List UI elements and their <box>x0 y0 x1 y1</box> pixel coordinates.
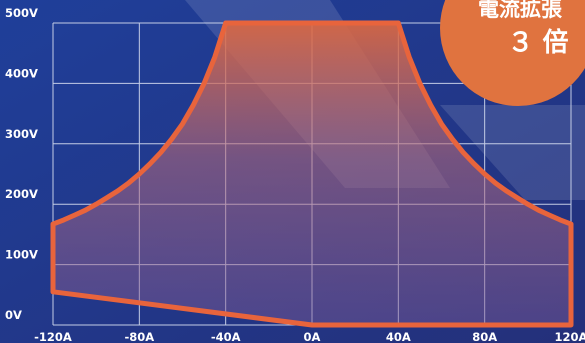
x-tick-label: -80A <box>124 330 154 343</box>
operating-region-outline <box>50 20 574 328</box>
y-tick-label: 400V <box>5 66 38 80</box>
y-axis-ticks: 0V 100V 200V 300V 400V 500V <box>5 6 38 322</box>
operating-region-fill <box>53 23 571 325</box>
y-tick-label: 500V <box>5 6 38 20</box>
plot-area <box>50 20 574 328</box>
y-tick-label: 100V <box>5 248 38 262</box>
x-tick-label: -120A <box>34 330 72 343</box>
x-tick-label: 40A <box>386 330 411 343</box>
light-streak <box>440 105 585 200</box>
y-tick-label: 200V <box>5 187 38 201</box>
y-tick-label: 0V <box>5 308 22 322</box>
y-tick-label: 300V <box>5 127 38 141</box>
badge-line1: 電流拡張 <box>478 0 563 21</box>
x-tick-label: 80A <box>472 330 497 343</box>
expansion-badge: 電流拡張 ３ 倍 <box>440 0 585 106</box>
x-tick-label: 0A <box>304 330 321 343</box>
x-tick-label: -40A <box>211 330 241 343</box>
badge-line2: ３ 倍 <box>507 27 568 58</box>
badge-circle <box>440 0 585 106</box>
x-axis-ticks: -120A -80A -40A 0A 40A 80A 120A <box>34 330 585 343</box>
x-tick-label: 120A <box>555 330 585 343</box>
